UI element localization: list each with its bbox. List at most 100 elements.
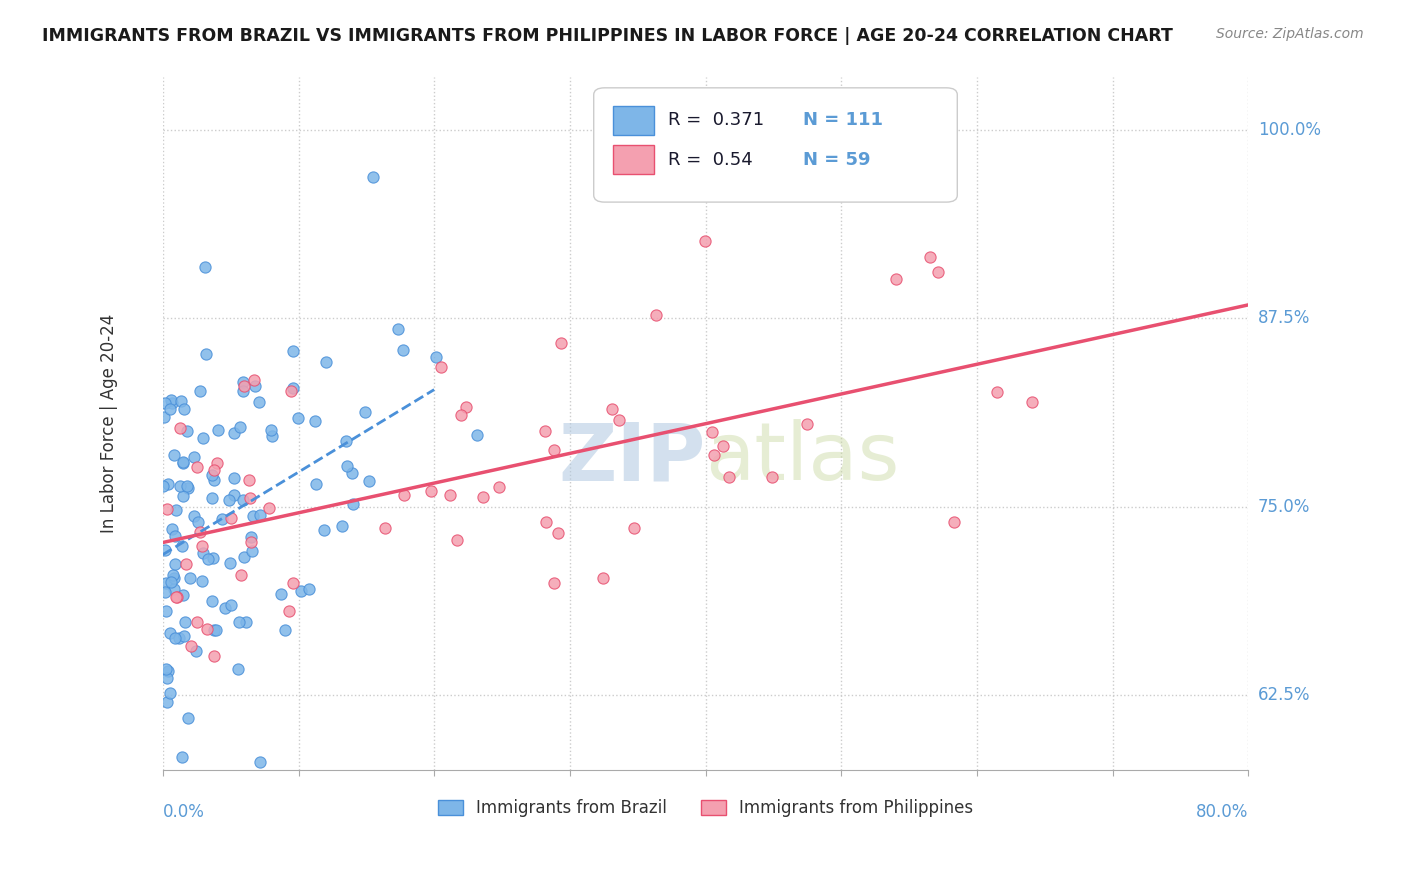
Point <box>287 410 309 425</box>
Point <box>232 493 254 508</box>
Point <box>200 594 222 608</box>
Point <box>163 582 186 596</box>
Text: ZIP: ZIP <box>558 419 706 498</box>
FancyBboxPatch shape <box>593 87 957 202</box>
Point <box>201 491 224 505</box>
Point <box>176 424 198 438</box>
Point <box>172 455 194 469</box>
Point <box>177 481 200 495</box>
Point <box>201 467 224 482</box>
Point <box>167 631 190 645</box>
Point <box>607 413 630 427</box>
Text: 75.0%: 75.0% <box>1257 498 1310 516</box>
Point <box>194 347 217 361</box>
Point <box>314 523 336 537</box>
Point <box>160 393 183 408</box>
Point <box>180 639 202 653</box>
Point <box>392 488 415 502</box>
Text: 0.0%: 0.0% <box>163 803 205 822</box>
Point <box>290 584 312 599</box>
Point <box>207 423 229 437</box>
Point <box>315 355 337 369</box>
Point <box>232 549 254 564</box>
Point <box>543 575 565 590</box>
Point <box>165 503 187 517</box>
Point <box>280 384 302 398</box>
Point <box>176 711 198 725</box>
Point <box>153 396 176 410</box>
Point <box>162 567 184 582</box>
Point <box>232 378 254 392</box>
Point <box>218 556 240 570</box>
Point <box>232 375 254 389</box>
Point <box>260 429 283 443</box>
Text: 100.0%: 100.0% <box>1257 121 1320 139</box>
Point <box>183 509 205 524</box>
Point <box>222 471 245 485</box>
Point <box>211 512 233 526</box>
Point <box>425 351 447 365</box>
Point <box>884 272 907 286</box>
Point <box>160 396 183 410</box>
Point <box>202 474 225 488</box>
Point <box>186 615 208 630</box>
Point <box>155 604 177 618</box>
Point <box>242 373 264 387</box>
Point <box>219 598 242 612</box>
Point <box>247 395 270 409</box>
Point <box>488 479 510 493</box>
Point <box>232 384 254 399</box>
Point <box>201 551 224 566</box>
Text: R =  0.54: R = 0.54 <box>668 151 752 169</box>
Point <box>170 539 193 553</box>
Point <box>235 615 257 629</box>
Point <box>260 423 283 437</box>
Point <box>240 544 263 558</box>
Point <box>155 543 177 558</box>
Point <box>152 479 174 493</box>
Point <box>191 431 214 445</box>
Point <box>163 571 186 585</box>
Point <box>166 591 188 605</box>
Point <box>202 623 225 637</box>
Point <box>173 402 195 417</box>
Point <box>240 535 263 549</box>
Point <box>550 336 572 351</box>
Point <box>239 530 262 544</box>
Point <box>357 475 380 489</box>
Point <box>163 631 186 645</box>
Point <box>430 360 453 375</box>
Point <box>173 615 195 629</box>
Point <box>270 587 292 601</box>
Point <box>163 448 186 462</box>
Point <box>238 473 260 487</box>
Point <box>986 385 1008 400</box>
Point <box>547 525 569 540</box>
Point <box>450 408 472 422</box>
Point <box>157 664 180 678</box>
Point <box>176 479 198 493</box>
Point <box>183 450 205 465</box>
Text: Source: ZipAtlas.com: Source: ZipAtlas.com <box>1216 27 1364 41</box>
Point <box>281 381 304 395</box>
Point <box>703 448 725 462</box>
Point <box>194 260 217 274</box>
Point <box>191 574 214 589</box>
Point <box>163 529 186 543</box>
Point <box>439 488 461 502</box>
Point <box>172 456 194 470</box>
Point <box>186 459 208 474</box>
Point <box>298 582 321 596</box>
Point <box>159 402 181 417</box>
Point <box>281 344 304 359</box>
Point <box>163 557 186 571</box>
Point <box>202 463 225 477</box>
Point <box>169 420 191 434</box>
Point <box>188 524 211 539</box>
Point <box>155 662 177 676</box>
Point <box>173 629 195 643</box>
Point <box>623 520 645 534</box>
Point <box>942 516 965 530</box>
Point <box>336 459 359 474</box>
Point <box>353 405 375 419</box>
